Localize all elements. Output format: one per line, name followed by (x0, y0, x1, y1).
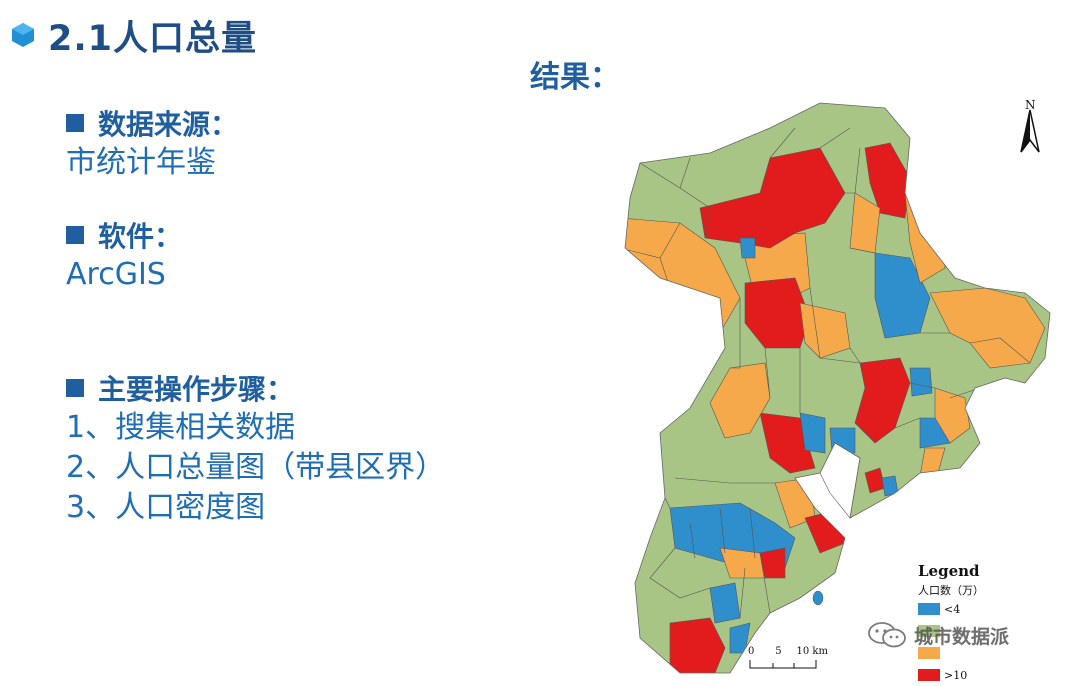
scale-bar-line (749, 660, 817, 669)
square-bullet-icon (66, 226, 84, 244)
slide-title: 2.1人口总量 (48, 18, 258, 59)
slide-title-area: 2.1人口总量 (10, 10, 257, 60)
section-steps: 主要操作步骤： 1、搜集相关数据 2、人口总量图（带县区界） 3、人口密度图 (66, 368, 445, 528)
section-heading: 软件： (98, 220, 183, 253)
legend-title: Legend (918, 562, 980, 580)
legend-swatch (918, 603, 940, 615)
map-svg (624, 102, 1051, 674)
legend-swatch (918, 625, 940, 637)
section-heading: 主要操作步骤： (98, 373, 295, 406)
step-item: 3、人口密度图 (66, 490, 266, 525)
square-bullet-icon (66, 379, 84, 397)
watermark-text: 城市数据派 (914, 625, 1010, 648)
legend-swatch (918, 647, 940, 659)
wechat-icon (868, 622, 906, 648)
step-item: 2、人口总量图（带县区界） (66, 450, 446, 485)
scale-tick-label: 5 (775, 646, 782, 657)
section-data-source: 数据来源： 市统计年鉴 (66, 103, 238, 183)
legend-item (918, 620, 984, 642)
scale-tick-label: 0 (748, 646, 755, 657)
north-label: N (1025, 98, 1036, 112)
section-body: 市统计年鉴 (66, 145, 216, 180)
choropleth-map (620, 98, 1060, 678)
section-heading: 数据来源： (98, 108, 239, 141)
step-item: 1、搜集相关数据 (66, 410, 296, 445)
section-body: ArcGIS (66, 257, 166, 292)
legend-label: <4 (944, 602, 961, 616)
square-bullet-icon (66, 114, 84, 132)
map-legend: Legend 人口数（万） <4 >10 (918, 562, 984, 686)
legend-swatch (918, 669, 940, 681)
legend-item: >10 (918, 664, 984, 686)
result-label: 结果： (530, 60, 620, 95)
legend-label: >10 (944, 668, 968, 682)
legend-item (918, 642, 984, 664)
scale-bar: 0 5 10 km (748, 646, 828, 676)
scale-tick-label: 10 km (796, 646, 828, 657)
north-arrow-icon (1020, 109, 1040, 153)
legend-item: <4 (918, 598, 984, 620)
section-software: 软件： ArcGIS (66, 215, 182, 295)
watermark: 城市数据派 (866, 620, 1009, 650)
legend-subtitle: 人口数（万） (918, 584, 984, 597)
hexagon-bullet-icon (12, 23, 34, 47)
